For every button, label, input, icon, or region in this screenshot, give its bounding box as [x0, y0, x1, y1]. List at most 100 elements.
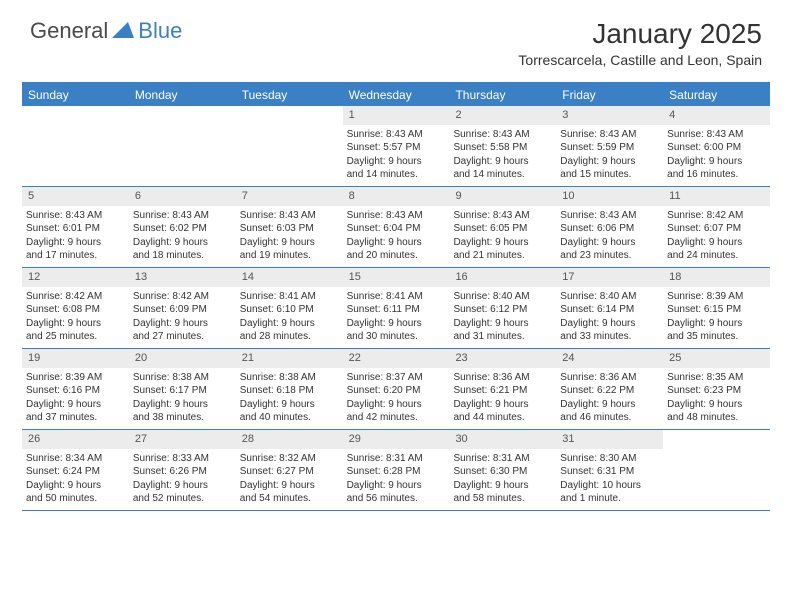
dl1-text: Daylight: 9 hours — [560, 398, 659, 412]
week-row: 5Sunrise: 8:43 AMSunset: 6:01 PMDaylight… — [22, 187, 770, 268]
dl2-text: and 16 minutes. — [667, 168, 766, 182]
dl2-text: and 54 minutes. — [240, 492, 339, 506]
day-cell — [22, 106, 129, 186]
sunrise-text: Sunrise: 8:42 AM — [133, 290, 232, 304]
sunset-text: Sunset: 6:20 PM — [347, 384, 446, 398]
dl2-text: and 50 minutes. — [26, 492, 125, 506]
month-title: January 2025 — [518, 18, 762, 50]
day-cell: 28Sunrise: 8:32 AMSunset: 6:27 PMDayligh… — [236, 430, 343, 510]
sunrise-text: Sunrise: 8:43 AM — [26, 209, 125, 223]
dl1-text: Daylight: 9 hours — [347, 236, 446, 250]
sunset-text: Sunset: 6:04 PM — [347, 222, 446, 236]
dl1-text: Daylight: 9 hours — [453, 236, 552, 250]
sunset-text: Sunset: 5:57 PM — [347, 141, 446, 155]
dl1-text: Daylight: 9 hours — [26, 236, 125, 250]
dl1-text: Daylight: 9 hours — [453, 317, 552, 331]
day-details: Sunrise: 8:42 AMSunset: 6:08 PMDaylight:… — [22, 290, 129, 348]
day-details: Sunrise: 8:43 AMSunset: 6:00 PMDaylight:… — [663, 128, 770, 186]
dl1-text: Daylight: 9 hours — [240, 317, 339, 331]
day-number: 15 — [343, 268, 450, 287]
sunset-text: Sunset: 6:17 PM — [133, 384, 232, 398]
week-row: 19Sunrise: 8:39 AMSunset: 6:16 PMDayligh… — [22, 349, 770, 430]
day-cell: 24Sunrise: 8:36 AMSunset: 6:22 PMDayligh… — [556, 349, 663, 429]
dl1-text: Daylight: 9 hours — [560, 155, 659, 169]
sunrise-text: Sunrise: 8:38 AM — [240, 371, 339, 385]
day-details: Sunrise: 8:43 AMSunset: 6:02 PMDaylight:… — [129, 209, 236, 267]
sunset-text: Sunset: 6:02 PM — [133, 222, 232, 236]
dl2-text: and 30 minutes. — [347, 330, 446, 344]
dl2-text: and 24 minutes. — [667, 249, 766, 263]
dl1-text: Daylight: 9 hours — [667, 236, 766, 250]
day-details: Sunrise: 8:39 AMSunset: 6:15 PMDaylight:… — [663, 290, 770, 348]
day-details: Sunrise: 8:41 AMSunset: 6:11 PMDaylight:… — [343, 290, 450, 348]
sunrise-text: Sunrise: 8:43 AM — [560, 209, 659, 223]
title-block: January 2025 Torrescarcela, Castille and… — [518, 18, 762, 68]
day-number: 29 — [343, 430, 450, 449]
day-number: 22 — [343, 349, 450, 368]
sunrise-text: Sunrise: 8:31 AM — [347, 452, 446, 466]
day-cell: 31Sunrise: 8:30 AMSunset: 6:31 PMDayligh… — [556, 430, 663, 510]
day-cell: 12Sunrise: 8:42 AMSunset: 6:08 PMDayligh… — [22, 268, 129, 348]
dl1-text: Daylight: 9 hours — [453, 398, 552, 412]
dl1-text: Daylight: 9 hours — [240, 479, 339, 493]
day-number: 20 — [129, 349, 236, 368]
day-details: Sunrise: 8:40 AMSunset: 6:14 PMDaylight:… — [556, 290, 663, 348]
day-details: Sunrise: 8:42 AMSunset: 6:07 PMDaylight:… — [663, 209, 770, 267]
sunset-text: Sunset: 6:31 PM — [560, 465, 659, 479]
day-cell: 18Sunrise: 8:39 AMSunset: 6:15 PMDayligh… — [663, 268, 770, 348]
day-number: 10 — [556, 187, 663, 206]
day-number: 21 — [236, 349, 343, 368]
sunrise-text: Sunrise: 8:36 AM — [560, 371, 659, 385]
dl1-text: Daylight: 9 hours — [240, 398, 339, 412]
day-details: Sunrise: 8:43 AMSunset: 5:59 PMDaylight:… — [556, 128, 663, 186]
dl1-text: Daylight: 9 hours — [453, 155, 552, 169]
day-details: Sunrise: 8:43 AMSunset: 6:05 PMDaylight:… — [449, 209, 556, 267]
calendar: Sunday Monday Tuesday Wednesday Thursday… — [22, 82, 770, 511]
day-number: 13 — [129, 268, 236, 287]
logo: General Blue — [30, 18, 182, 44]
dl2-text: and 25 minutes. — [26, 330, 125, 344]
day-number: 19 — [22, 349, 129, 368]
dl1-text: Daylight: 9 hours — [453, 479, 552, 493]
day-number: 26 — [22, 430, 129, 449]
day-details: Sunrise: 8:41 AMSunset: 6:10 PMDaylight:… — [236, 290, 343, 348]
day-details: Sunrise: 8:43 AMSunset: 6:04 PMDaylight:… — [343, 209, 450, 267]
day-cell: 20Sunrise: 8:38 AMSunset: 6:17 PMDayligh… — [129, 349, 236, 429]
day-details: Sunrise: 8:43 AMSunset: 5:58 PMDaylight:… — [449, 128, 556, 186]
day-number: 16 — [449, 268, 556, 287]
dl1-text: Daylight: 9 hours — [560, 317, 659, 331]
sunrise-text: Sunrise: 8:40 AM — [560, 290, 659, 304]
dl1-text: Daylight: 9 hours — [26, 398, 125, 412]
day-number: 3 — [556, 106, 663, 125]
dl2-text: and 37 minutes. — [26, 411, 125, 425]
day-cell: 13 Sunrise: 8:42 AMSunset: 6:09 PMDayligh… — [129, 268, 236, 348]
day-number: 2 — [449, 106, 556, 125]
day-cell: 5Sunrise: 8:43 AMSunset: 6:01 PMDaylight… — [22, 187, 129, 267]
header: General Blue January 2025 Torrescarcela,… — [0, 0, 792, 74]
sunset-text: Sunset: 6:08 PM — [26, 303, 125, 317]
sunrise-text: Sunrise: 8:42 AM — [26, 290, 125, 304]
dl2-text: and 14 minutes. — [453, 168, 552, 182]
day-details: Sunrise: 8:42 AMSunset: 6:09 PMDaylight:… — [129, 290, 236, 348]
day-cell: 8Sunrise: 8:43 AMSunset: 6:04 PMDaylight… — [343, 187, 450, 267]
sunrise-text: Sunrise: 8:43 AM — [347, 209, 446, 223]
day-cell — [663, 430, 770, 510]
day-number: 1 — [343, 106, 450, 125]
day-cell: 27Sunrise: 8:33 AMSunset: 6:26 PMDayligh… — [129, 430, 236, 510]
day-cell: 7Sunrise: 8:43 AMSunset: 6:03 PMDaylight… — [236, 187, 343, 267]
dl2-text: and 56 minutes. — [347, 492, 446, 506]
sunrise-text: Sunrise: 8:43 AM — [667, 128, 766, 142]
sunset-text: Sunset: 6:27 PM — [240, 465, 339, 479]
weeks-container: 1Sunrise: 8:43 AMSunset: 5:57 PMDaylight… — [22, 106, 770, 511]
sunset-text: Sunset: 6:14 PM — [560, 303, 659, 317]
sunset-text: Sunset: 6:23 PM — [667, 384, 766, 398]
sunset-text: Sunset: 6:07 PM — [667, 222, 766, 236]
sunset-text: Sunset: 6:00 PM — [667, 141, 766, 155]
day-cell: 1Sunrise: 8:43 AMSunset: 5:57 PMDaylight… — [343, 106, 450, 186]
sunset-text: Sunset: 6:18 PM — [240, 384, 339, 398]
dl2-text: and 15 minutes. — [560, 168, 659, 182]
day-details: Sunrise: 8:31 AMSunset: 6:30 PMDaylight:… — [449, 452, 556, 510]
day-details: Sunrise: 8:43 AMSunset: 6:01 PMDaylight:… — [22, 209, 129, 267]
sunrise-text: Sunrise: 8:43 AM — [453, 128, 552, 142]
sunrise-text: Sunrise: 8:41 AM — [240, 290, 339, 304]
